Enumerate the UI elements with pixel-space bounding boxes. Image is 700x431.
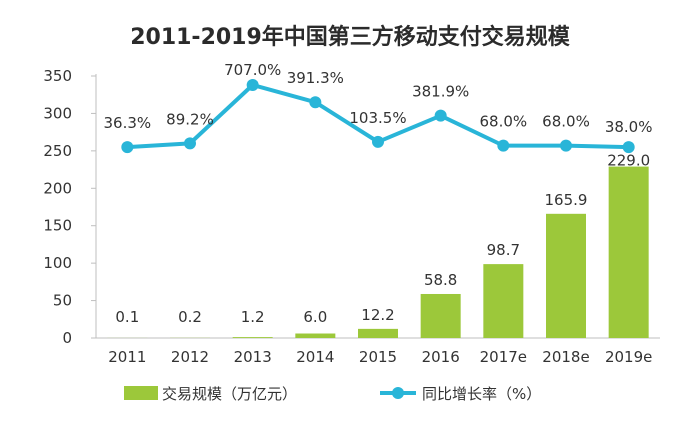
x-tick-label: 2014 [296, 348, 334, 366]
bar-value-label: 0.2 [178, 308, 202, 326]
growth-value-label: 36.3% [104, 114, 152, 132]
chart-title: 2011-2019年中国第三方移动支付交易规模 [130, 24, 571, 50]
y-tick-label: 0 [62, 329, 72, 347]
bar-value-label: 229.0 [607, 152, 650, 170]
y-tick-label: 200 [43, 179, 72, 197]
growth-point [434, 109, 447, 122]
growth-value-label: 68.0% [480, 113, 528, 131]
bar-value-label: 0.1 [115, 308, 139, 326]
y-axis: 0 50 100 150 200 250 300 350 [43, 67, 97, 347]
legend-line-marker [392, 387, 404, 399]
growth-value-label: 89.2% [166, 110, 214, 128]
bar-value-label: 1.2 [241, 308, 265, 326]
growth-point [121, 141, 134, 154]
growth-point [309, 96, 322, 109]
bar-value-label: 6.0 [303, 308, 327, 326]
x-tick-label: 2015 [359, 348, 397, 366]
growth-point [372, 135, 384, 148]
legend-line-label: 同比增长率（%） [422, 385, 541, 403]
bar [420, 293, 461, 338]
growth-value-label: 68.0% [542, 113, 590, 131]
growth-point [560, 139, 572, 152]
x-tick-label: 2017e [480, 348, 527, 366]
line-series: 36.3% 89.2% 707.0% 391.3% 103.5% 381.9% 68.0% 6… [104, 61, 653, 154]
legend: 交易规模（万亿元） 同比增长率（%） [124, 385, 541, 403]
growth-point [184, 137, 196, 150]
bar-value-label: 58.8 [424, 271, 457, 289]
y-tick-label: 250 [43, 142, 72, 160]
x-tick-label: 2019e [605, 348, 652, 366]
bar [358, 328, 398, 338]
bar [483, 264, 524, 338]
growth-point [497, 139, 510, 152]
x-tick-label: 2016 [422, 348, 460, 366]
growth-value-label: 391.3% [287, 69, 344, 87]
growth-value-label: 707.0% [224, 61, 281, 79]
legend-bar-swatch [124, 386, 158, 400]
x-tick-label: 2011 [108, 348, 146, 366]
y-tick-label: 350 [43, 67, 72, 85]
y-tick-label: 50 [53, 292, 72, 310]
bar-value-label: 98.7 [487, 241, 520, 259]
growth-point [246, 78, 259, 91]
growth-point [622, 141, 635, 154]
growth-value-label: 103.5% [349, 109, 406, 127]
growth-value-label: 38.0% [605, 118, 653, 136]
bar [608, 166, 649, 338]
bar-series: 0.1 0.2 1.2 6.0 12.2 58.8 98.7 165.9 229.0 [107, 152, 650, 338]
bar-value-label: 165.9 [545, 191, 588, 209]
bar [295, 333, 336, 338]
legend-bar-label: 交易规模（万亿元） [162, 385, 297, 403]
x-tick-label: 2012 [171, 348, 209, 366]
y-tick-label: 150 [43, 217, 72, 235]
y-tick-label: 100 [43, 254, 72, 272]
x-axis: 2011 2012 2013 2014 2015 2016 2017e 2018e 2019e [96, 337, 660, 366]
x-tick-label: 2018e [542, 348, 589, 366]
bar [232, 337, 273, 338]
y-tick-label: 300 [43, 104, 72, 122]
bar [546, 213, 586, 338]
bar-value-label: 12.2 [361, 306, 394, 324]
x-tick-label: 2013 [234, 348, 272, 366]
growth-value-label: 381.9% [412, 83, 469, 101]
